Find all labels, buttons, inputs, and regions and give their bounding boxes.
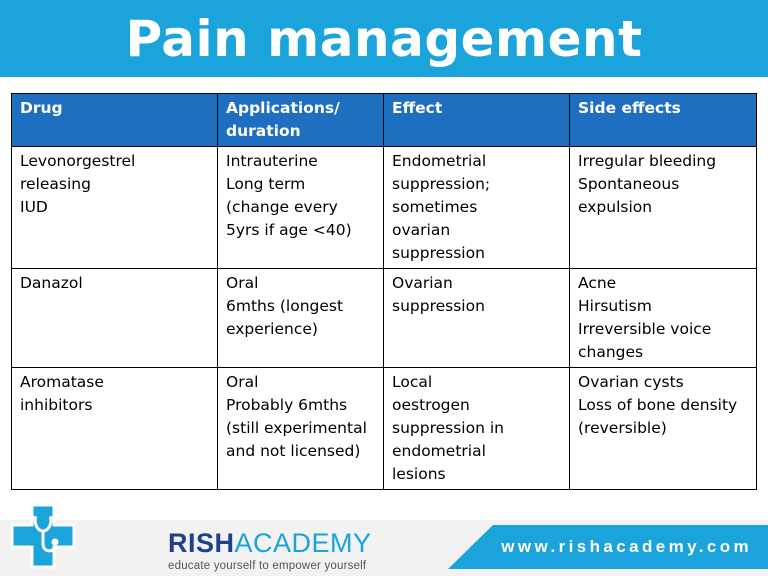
cell-line: Local <box>392 373 433 391</box>
cell-line: suppression <box>392 297 485 315</box>
cell-applications: Oral 6mths (longest experience) <box>217 268 384 368</box>
header-effect: Effect <box>383 93 570 147</box>
cell-line: (reversible) <box>578 419 667 437</box>
cell-line: Endometrial <box>392 152 487 170</box>
cell-line: Oral <box>226 373 259 391</box>
cell-line: Long term <box>226 175 306 193</box>
drug-table: Drug Applications/duration Effect Side e… <box>11 93 757 490</box>
cell-line: IUD <box>20 198 48 216</box>
cell-line: Acne <box>578 274 617 292</box>
cell-line: lesions <box>392 465 446 483</box>
header-line: Applications/ <box>226 99 340 117</box>
table-header-row: Drug Applications/duration Effect Side e… <box>11 93 757 147</box>
cell-line: expulsion <box>578 198 653 216</box>
cell-line: Hirsutism <box>578 297 652 315</box>
cell-line: experience) <box>226 320 318 338</box>
cell-line: Ovarian <box>392 274 453 292</box>
website-url-band: www.rishacademy.com <box>448 525 768 569</box>
cell-line: Loss of bone density <box>578 396 738 414</box>
brand-name-part1: RISH <box>168 528 235 558</box>
cell-line: Intrauterine <box>226 152 318 170</box>
table-row: Levonorgestrel releasing IUD Intrauterin… <box>11 146 757 269</box>
brand-name: RISHACADEMY <box>168 530 372 557</box>
table-row: Danazol Oral 6mths (longest experience) … <box>11 268 757 368</box>
cell-line: oestrogen <box>392 396 470 414</box>
slide-title: Pain management <box>125 9 643 68</box>
cell-drug: Levonorgestrel releasing IUD <box>11 146 218 269</box>
cell-applications: Intrauterine Long term (change every 5yr… <box>217 146 384 269</box>
cell-line: inhibitors <box>20 396 93 414</box>
cell-side-effects: Irregular bleeding Spontaneous expulsion <box>569 146 757 269</box>
cell-line: 6mths (longest <box>226 297 344 315</box>
cell-line: Irregular bleeding <box>578 152 717 170</box>
header-line: duration <box>226 122 301 140</box>
header-line: Effect <box>392 99 443 117</box>
header-drug: Drug <box>11 93 218 147</box>
cell-applications: Oral Probably 6mths (still experimental … <box>217 367 384 490</box>
cell-line: suppression; <box>392 175 491 193</box>
cell-line: Danazol <box>20 274 83 292</box>
header-line: Side effects <box>578 99 681 117</box>
medical-cross-stethoscope-icon <box>8 501 78 571</box>
cell-effect: Local oestrogen suppression in endometri… <box>383 367 570 490</box>
cell-line: Probably 6mths <box>226 396 348 414</box>
cell-line: (still experimental <box>226 419 367 437</box>
cell-line: (change every <box>226 198 338 216</box>
header-side-effects: Side effects <box>569 93 757 147</box>
cell-line: suppression <box>392 244 485 262</box>
brand-name-part2: ACADEMY <box>234 528 372 558</box>
header-applications: Applications/duration <box>217 93 384 147</box>
cell-line: Ovarian cysts <box>578 373 684 391</box>
cell-line: endometrial <box>392 442 486 460</box>
cell-line: changes <box>578 343 644 361</box>
cell-line: and not licensed) <box>226 442 361 460</box>
brand-tagline: educate yourself to empower yourself <box>168 560 367 572</box>
cell-drug: Danazol <box>11 268 218 368</box>
cell-line: 5yrs if age <40) <box>226 221 352 239</box>
cell-line: Irreversible voice <box>578 320 712 338</box>
cell-side-effects: Acne Hirsutism Irreversible voice change… <box>569 268 757 368</box>
brand-logo: RISHACADEMY educate yourself to empower … <box>168 530 372 573</box>
cell-line: Aromatase <box>20 373 104 391</box>
cell-line: Spontaneous <box>578 175 680 193</box>
cell-drug: Aromatase inhibitors <box>11 367 218 490</box>
cell-line: ovarian <box>392 221 451 239</box>
cell-effect: Endometrial suppression; sometimes ovari… <box>383 146 570 269</box>
cell-line: sometimes <box>392 198 478 216</box>
cell-effect: Ovarian suppression <box>383 268 570 368</box>
table-row: Aromatase inhibitors Oral Probably 6mths… <box>11 367 757 490</box>
header-line: Drug <box>20 99 63 117</box>
cell-line: Oral <box>226 274 259 292</box>
title-bar: Pain management <box>0 0 768 77</box>
cell-side-effects: Ovarian cysts Loss of bone density (reve… <box>569 367 757 490</box>
cell-line: suppression in <box>392 419 504 437</box>
website-url[interactable]: www.rishacademy.com <box>501 537 752 556</box>
cell-line: Levonorgestrel releasing <box>20 152 136 193</box>
